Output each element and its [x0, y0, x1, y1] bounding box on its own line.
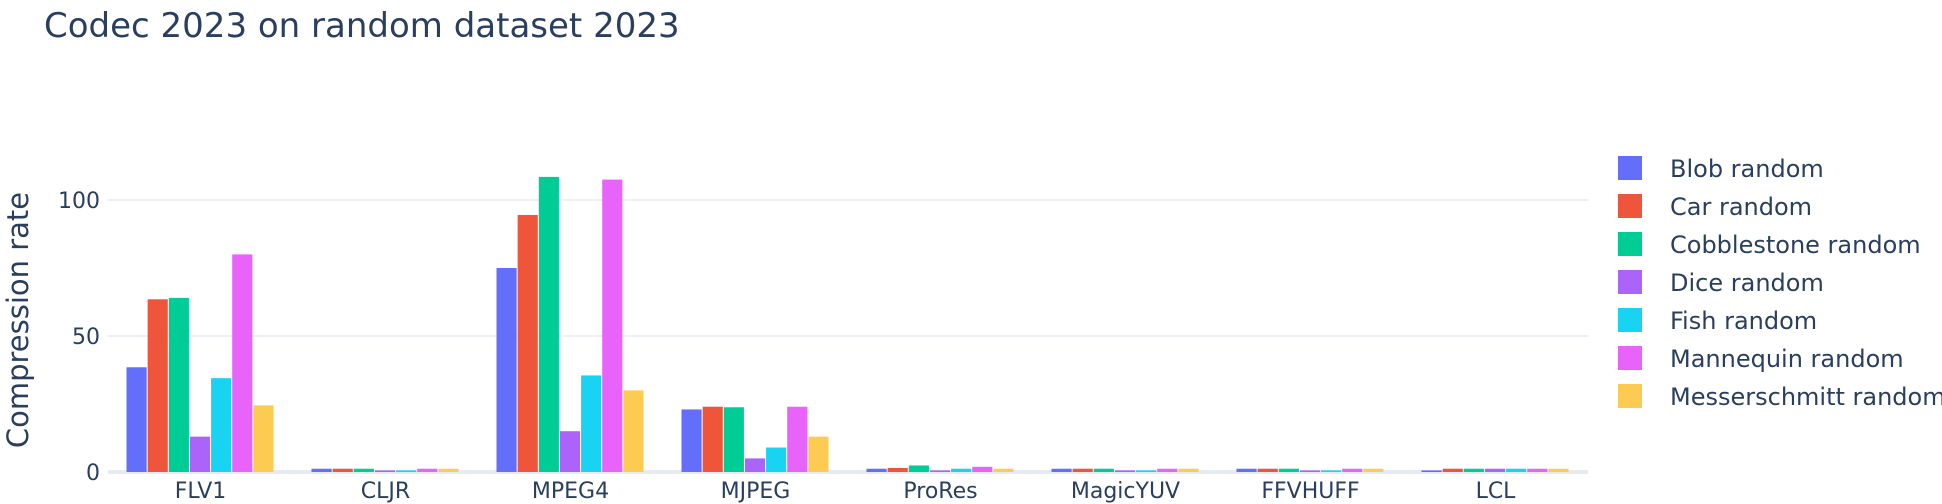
legend-item[interactable]: Cobblestone random: [1618, 231, 1921, 259]
legend-label: Messerschmitt random: [1670, 383, 1942, 411]
y-axis-ticks: 0 50 100: [58, 189, 100, 486]
bar[interactable]: [929, 470, 951, 472]
legend-label: Fish random: [1670, 307, 1817, 335]
bar[interactable]: [1321, 470, 1342, 472]
bar[interactable]: [496, 268, 517, 472]
bar[interactable]: [559, 431, 581, 472]
bar[interactable]: [1136, 470, 1157, 472]
bar[interactable]: [1363, 468, 1384, 472]
bar[interactable]: [1178, 468, 1199, 472]
bar[interactable]: [147, 299, 168, 472]
bar[interactable]: [1072, 468, 1093, 472]
bars: [126, 176, 1569, 472]
y-tick-label: 0: [86, 461, 100, 486]
bar[interactable]: [702, 406, 723, 472]
gridlines: [108, 199, 1588, 474]
bar[interactable]: [1236, 468, 1257, 472]
bar[interactable]: [253, 405, 274, 472]
bar[interactable]: [1463, 468, 1484, 472]
bar[interactable]: [808, 436, 829, 472]
legend-item[interactable]: Dice random: [1618, 269, 1824, 297]
x-tick-label: ProRes: [903, 479, 977, 504]
bar[interactable]: [993, 468, 1014, 472]
bar[interactable]: [744, 458, 766, 472]
legend-label: Car random: [1670, 193, 1812, 221]
legend-swatch: [1618, 346, 1642, 370]
bar[interactable]: [1527, 468, 1548, 472]
bar[interactable]: [1278, 468, 1299, 472]
legend-swatch: [1618, 270, 1642, 294]
bar[interactable]: [332, 468, 353, 472]
bar[interactable]: [232, 254, 253, 472]
legend-item[interactable]: Car random: [1618, 193, 1812, 221]
bar[interactable]: [951, 468, 972, 472]
legend-swatch: [1618, 384, 1642, 408]
bar[interactable]: [168, 297, 189, 472]
legend-label: Mannequin random: [1670, 345, 1904, 373]
x-tick-label: MagicYUV: [1071, 479, 1180, 504]
bar[interactable]: [1421, 470, 1442, 472]
bar[interactable]: [1506, 468, 1527, 472]
legend-swatch: [1618, 194, 1642, 218]
bar[interactable]: [581, 375, 602, 472]
legend-swatch: [1618, 156, 1642, 180]
x-tick-label: FFVHUFF: [1261, 479, 1359, 504]
bar[interactable]: [311, 468, 332, 472]
legend-label: Cobblestone random: [1670, 231, 1921, 259]
legend-item[interactable]: Blob random: [1618, 155, 1824, 183]
bar[interactable]: [787, 406, 808, 472]
x-tick-label: MJPEG: [721, 479, 791, 504]
bar[interactable]: [1484, 468, 1506, 472]
bar[interactable]: [126, 367, 147, 472]
bar[interactable]: [723, 407, 744, 472]
y-tick-label: 50: [72, 325, 100, 350]
legend-swatch: [1618, 308, 1642, 332]
x-tick-label: CLJR: [361, 479, 410, 504]
bar[interactable]: [908, 465, 929, 472]
bar[interactable]: [1342, 468, 1363, 472]
x-axis-ticks: FLV1 CLJR MPEG4 MJPEG ProRes MagicYUV FFVHUFF L…: [175, 479, 1516, 504]
bar[interactable]: [766, 447, 787, 472]
bar[interactable]: [866, 468, 887, 472]
bar[interactable]: [972, 466, 993, 472]
bar[interactable]: [438, 468, 459, 472]
legend-label: Dice random: [1670, 269, 1824, 297]
legend[interactable]: Blob random Car random Cobblestone random D…: [1618, 155, 1942, 411]
y-axis-title: Compression rate: [1, 192, 35, 448]
bar[interactable]: [681, 409, 702, 472]
bar[interactable]: [1157, 468, 1178, 472]
y-tick-label: 100: [58, 189, 100, 214]
legend-item[interactable]: Mannequin random: [1618, 345, 1904, 373]
bar[interactable]: [602, 179, 623, 472]
bar[interactable]: [1442, 468, 1463, 472]
bar[interactable]: [517, 214, 538, 472]
bar[interactable]: [1114, 470, 1136, 472]
bar[interactable]: [1548, 468, 1569, 472]
x-tick-label: LCL: [1476, 479, 1517, 504]
bar[interactable]: [1093, 468, 1114, 472]
x-tick-label: MPEG4: [532, 479, 609, 504]
x-tick-label: FLV1: [175, 479, 227, 504]
chart-title: Codec 2023 on random dataset 2023: [44, 6, 680, 46]
legend-item[interactable]: Fish random: [1618, 307, 1817, 335]
bar[interactable]: [1051, 468, 1072, 472]
bar[interactable]: [538, 176, 559, 472]
bar[interactable]: [374, 470, 396, 472]
legend-swatch: [1618, 232, 1642, 256]
bar[interactable]: [353, 468, 374, 472]
bar[interactable]: [1299, 470, 1321, 472]
legend-label: Blob random: [1670, 155, 1824, 183]
bar[interactable]: [623, 390, 644, 472]
bar[interactable]: [417, 468, 438, 472]
bar[interactable]: [211, 378, 232, 472]
bar[interactable]: [887, 467, 908, 472]
bar[interactable]: [189, 436, 211, 472]
bar[interactable]: [396, 470, 417, 472]
bar[interactable]: [1257, 468, 1278, 472]
legend-item[interactable]: Messerschmitt random: [1618, 383, 1942, 411]
